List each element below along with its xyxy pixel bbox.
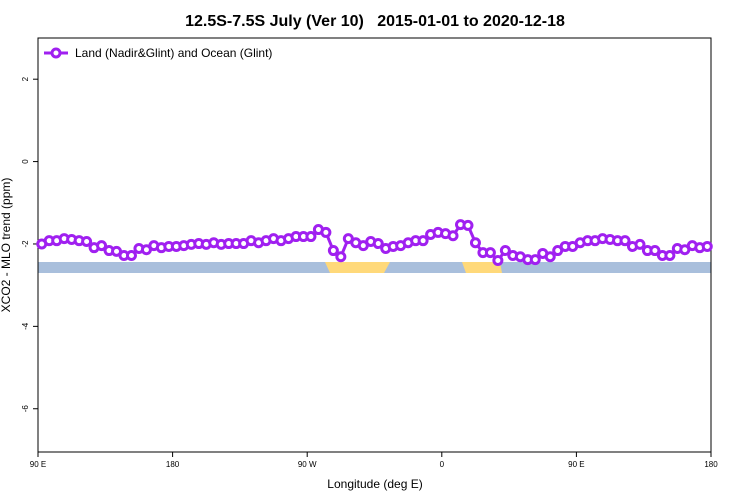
y-tick-label: -6 [21,405,30,413]
data-point [484,247,496,259]
data-point [320,226,332,238]
data-point [96,240,108,252]
chart-title: 12.5S-7.5S July (Ver 10) 2015-01-01 to 2… [185,13,565,30]
data-point [529,254,541,266]
data-point [417,235,429,247]
data-point [372,238,384,250]
data-point [305,231,317,243]
data-point [649,245,661,257]
data-point [327,245,339,257]
x-tick-label: 90 E [568,460,584,469]
x-tick-label: 180 [704,460,718,469]
data-point [499,245,511,257]
x-tick-label: 180 [166,460,180,469]
data-point [462,219,474,231]
data-point [81,235,93,247]
y-tick-label: -4 [21,322,30,330]
data-point [492,254,504,266]
y-tick-label: -2 [21,240,30,248]
y-tick-label: 2 [21,76,30,81]
legend-label: Land (Nadir&Glint) and Ocean (Glint) [75,46,272,60]
data-point [544,251,556,263]
x-tick-label: 90 E [30,460,46,469]
data-point [335,251,347,263]
data-point [619,235,631,247]
data-point [447,230,459,242]
data-point [701,240,713,252]
y-tick-label: 0 [21,159,30,164]
data-point [634,238,646,250]
x-tick-label: 0 [440,460,445,469]
data-point [469,237,481,249]
legend-marker [50,47,62,59]
y-axis-label: XCO2 - MLO trend (ppm) [0,178,13,313]
x-axis-label: Longitude (deg E) [327,477,422,491]
x-tick-label: 90 W [298,460,317,469]
land-ocean-strip [38,262,711,273]
data-point [664,250,676,262]
data-point [125,250,137,262]
